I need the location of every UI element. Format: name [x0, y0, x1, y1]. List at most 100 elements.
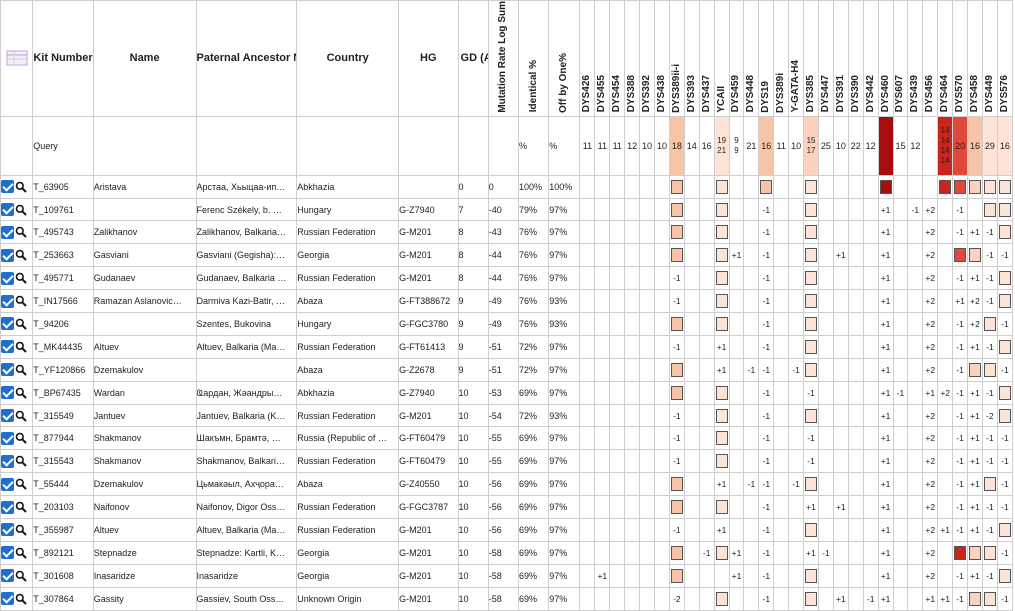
select-checkbox[interactable] [1, 180, 14, 194]
magnifier-icon[interactable] [15, 249, 27, 261]
select-checkbox[interactable] [1, 454, 14, 468]
magnifier-icon[interactable] [15, 570, 27, 582]
select-checkbox[interactable] [1, 523, 14, 537]
magnifier-icon[interactable] [15, 181, 27, 193]
select-checkbox[interactable] [1, 546, 14, 560]
table-row[interactable]: T_63905 Aristava Арстаа, Хьыцаа-ип… Abkhazi… [0, 174, 1014, 199]
magnifier-icon[interactable] [15, 410, 27, 422]
table-row[interactable]: T_892121 Stepnadze Stepnadze: Kartli, K… Ge… [0, 540, 1014, 565]
col-marker-dys449[interactable]: DYS449 [981, 0, 998, 117]
col-marker-dys464[interactable]: DYS464 [937, 0, 954, 117]
magnifier-icon[interactable] [15, 272, 27, 284]
select-checkbox[interactable] [1, 431, 14, 445]
col-gd[interactable]: GD (Abs) [457, 0, 489, 117]
col-hg[interactable]: HG [398, 0, 459, 117]
select-checkbox[interactable] [1, 317, 14, 331]
table-row[interactable]: T_877944 Shakmanov Шакъмн, Брамтә, … Russia… [0, 426, 1014, 451]
col-marker-dys392[interactable]: DYS392 [639, 0, 655, 117]
magnifier-icon[interactable] [15, 318, 27, 330]
col-marker-dys426[interactable]: DYS426 [579, 0, 596, 117]
col-marker-dys607[interactable]: DYS607 [892, 0, 909, 117]
table-row[interactable]: T_301608 Inasaridze Inasaridze Georgia G-M20… [0, 563, 1014, 588]
col-marker-ycaii[interactable]: YCAII [713, 0, 730, 117]
select-checkbox[interactable] [1, 363, 14, 377]
marker-cell-dys607 [892, 243, 909, 268]
select-checkbox[interactable] [1, 500, 14, 514]
col-marker-dys388[interactable]: DYS388 [624, 0, 641, 117]
magnifier-icon[interactable] [15, 226, 27, 239]
col-kit-number[interactable]: Kit Number [32, 0, 94, 117]
table-row[interactable]: T_BP67435 Wardan Ҩардан, Жәандры… Abkhazia G… [0, 380, 1014, 405]
col-marker-dys437[interactable]: DYS437 [698, 0, 715, 117]
magnifier-icon[interactable] [15, 524, 27, 536]
table-row[interactable]: T_315543 Shakmanov Shakmanov, Balkari… Russ… [0, 449, 1014, 474]
col-marker-dys458[interactable]: DYS458 [967, 0, 983, 117]
col-marker-dys390[interactable]: DYS390 [847, 0, 864, 117]
select-all-header[interactable] [0, 0, 34, 117]
select-checkbox[interactable] [1, 409, 14, 423]
select-checkbox[interactable] [1, 569, 14, 583]
table-row[interactable]: T_355987 Altuev Altuev, Balkaria (Ma… Russi… [0, 518, 1014, 542]
col-marker-dys438[interactable]: DYS438 [654, 0, 670, 117]
col-marker-dys389ii-i[interactable]: DYS389ii-i [668, 0, 685, 117]
col-marker-dys389i[interactable]: DYS389i [773, 0, 790, 117]
col-marker-dys391[interactable]: DYS391 [832, 0, 849, 117]
select-checkbox[interactable] [1, 592, 14, 606]
col-country[interactable]: Country [296, 0, 400, 117]
magnifier-icon[interactable] [15, 547, 27, 559]
col-marker-dys454[interactable]: DYS454 [609, 0, 626, 117]
col-marker-dys460[interactable]: DYS460 [877, 0, 894, 117]
select-checkbox[interactable] [1, 294, 14, 308]
select-checkbox[interactable] [1, 248, 14, 262]
magnifier-icon[interactable] [15, 478, 27, 490]
col-marker-dys459[interactable]: DYS459 [728, 0, 745, 117]
magnifier-icon[interactable] [15, 364, 27, 376]
select-checkbox[interactable] [1, 225, 14, 239]
col-marker-dys447[interactable]: DYS447 [817, 0, 834, 117]
col-marker-dys393[interactable]: DYS393 [683, 0, 700, 117]
table-row[interactable]: T_315549 Jantuev Jantuev, Balkaria (K… Russ… [0, 403, 1014, 428]
magnifier-icon[interactable] [15, 387, 27, 399]
col-marker-dys448[interactable]: DYS448 [743, 0, 760, 117]
col-marker-dys570[interactable]: DYS570 [952, 0, 969, 117]
table-export-icon[interactable] [6, 50, 28, 66]
table-row[interactable]: T_109761 Ferenc Székely, b. … Hungary G-Z79… [0, 197, 1014, 222]
marker-swatch [968, 545, 981, 560]
table-row[interactable]: T_495743 Zalikhanov Zalikhanov, Balkaria… R… [0, 220, 1014, 245]
magnifier-icon[interactable] [15, 204, 27, 216]
col-marker-dys455[interactable]: DYS455 [594, 0, 611, 117]
table-row[interactable]: T_IN17566 Ramazan Aslanovic… Darmiva Kazi-… [0, 289, 1014, 314]
magnifier-icon[interactable] [15, 341, 27, 353]
col-marker-dys19[interactable]: DYS19 [758, 0, 775, 117]
table-row[interactable]: T_94206 Szentes, Bukovina Hungary G-FGC3780… [0, 312, 1014, 336]
select-checkbox[interactable] [1, 386, 14, 400]
table-row[interactable]: T_YF120866 Dzemakulov Abaza G-Z2678 9 -51 72% 9… [0, 357, 1014, 382]
magnifier-icon[interactable] [15, 455, 27, 468]
col-off-by-one[interactable]: Off by One% [548, 0, 581, 117]
magnifier-icon[interactable] [15, 432, 27, 445]
table-row[interactable]: T_253663 Gasviani Gasviani (Gegisha):… Geor… [0, 243, 1014, 268]
col-identical[interactable]: Identical % [517, 0, 550, 117]
table-row[interactable]: T_495771 Gudanaev Gudanaev, Balkaria … Russ… [0, 266, 1014, 291]
table-row[interactable]: T_MK44435 Altuev Altuev, Balkaria (Ma… Russ… [0, 334, 1014, 359]
table-row[interactable]: T_203103 Naifonov Naifonov, Digor Oss… Russ… [0, 495, 1014, 520]
magnifier-icon[interactable] [15, 295, 27, 307]
table-row[interactable]: T_55444 Dzemakulov Цьмакәыл, Ахҷора… Abaza G… [0, 472, 1014, 497]
marker-cell-dys570: -1 [952, 334, 969, 359]
col-marker-dys576[interactable]: DYS576 [996, 0, 1014, 117]
col-paternal-ancestor[interactable]: Paternal Ancestor Name [195, 0, 298, 117]
magnifier-icon[interactable] [15, 593, 27, 605]
select-checkbox[interactable] [1, 271, 14, 285]
select-checkbox[interactable] [1, 340, 14, 354]
col-marker-dys385[interactable]: DYS385 [803, 0, 819, 117]
select-checkbox[interactable] [1, 477, 14, 491]
magnifier-icon[interactable] [15, 501, 27, 513]
select-checkbox[interactable] [1, 203, 14, 216]
col-name[interactable]: Name [92, 0, 197, 117]
col-marker-dys442[interactable]: DYS442 [862, 0, 879, 117]
col-marker-y-gata-h4[interactable]: Y-GATA-H4 [788, 0, 805, 117]
col-mutation-rate[interactable]: Mutation Rate Log Sum [487, 0, 520, 117]
col-marker-dys439[interactable]: DYS439 [907, 0, 924, 117]
col-marker-dys456[interactable]: DYS456 [922, 0, 939, 117]
table-row[interactable]: T_307864 Gassity Gassiev, South Oss… Unknow… [0, 586, 1014, 611]
